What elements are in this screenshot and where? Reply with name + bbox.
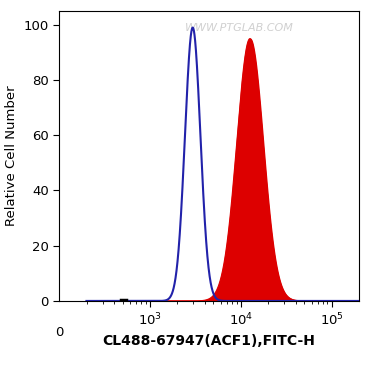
Y-axis label: Relative Cell Number: Relative Cell Number	[5, 86, 18, 226]
X-axis label: CL488-67947(ACF1),FITC-H: CL488-67947(ACF1),FITC-H	[102, 334, 316, 348]
Text: WWW.PTGLAB.COM: WWW.PTGLAB.COM	[185, 23, 293, 33]
Text: 0: 0	[55, 326, 63, 339]
